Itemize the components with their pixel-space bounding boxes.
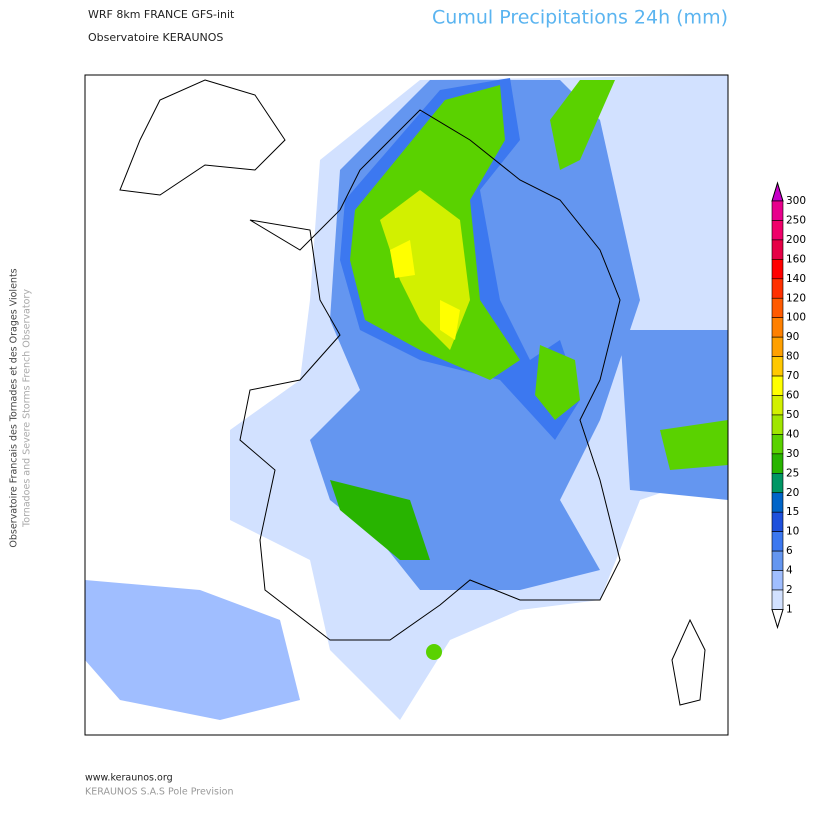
colorbar-label: 6: [786, 545, 793, 557]
colorbar-label: 250: [786, 214, 806, 226]
colorbar-label: 2: [786, 584, 793, 596]
colorbar-swatch: [771, 259, 784, 280]
colorbar-label: 15: [786, 506, 799, 518]
colorbar-swatch: [771, 336, 784, 357]
colorbar-label: 120: [786, 292, 806, 304]
colorbar-label: 1: [786, 603, 793, 615]
colorbar-swatch: [771, 472, 784, 494]
colorbar-label: 80: [786, 351, 799, 363]
map: [84, 74, 729, 736]
colorbar-swatch: [771, 589, 784, 610]
colorbar-swatch: [771, 356, 784, 377]
colorbar-label: 200: [786, 234, 806, 246]
colorbar-label: 90: [786, 331, 799, 343]
colorbar-swatch: [771, 531, 784, 552]
colorbar-swatch: [771, 239, 784, 260]
colorbar-label: 40: [786, 428, 799, 440]
colorbar-label: 50: [786, 409, 799, 421]
colorbar-swatch: [771, 278, 784, 299]
colorbar-swatch: [771, 434, 784, 455]
colorbar-label: 160: [786, 253, 806, 265]
colorbar-label: 20: [786, 487, 799, 499]
colorbar-label: 25: [786, 467, 799, 479]
colorbar-swatch: [771, 550, 784, 571]
colorbar-label: 30: [786, 448, 799, 460]
colorbar-swatch: [771, 453, 784, 474]
colorbar-label: 300: [786, 195, 806, 207]
footer-company: KERAUNOS S.A.S Pole Prevision: [85, 787, 233, 798]
colorbar-label: 70: [786, 370, 799, 382]
side-text: Observatoire Francais des Tornades et de…: [9, 268, 20, 547]
colorbar-label: 100: [786, 312, 806, 324]
colorbar-swatch: [771, 317, 784, 338]
colorbar-swatch: [771, 200, 784, 221]
footer-url: www.keraunos.org: [85, 773, 173, 784]
colorbar-swatch: [771, 220, 784, 241]
colorbar-swatch: [771, 511, 784, 532]
colorbar-label: 10: [786, 526, 799, 538]
side-text: Tornadoes and Severe Storms French Obser…: [22, 289, 33, 528]
source-label: Observatoire KERAUNOS: [88, 31, 223, 44]
colorbar-swatch: [771, 414, 784, 435]
colorbar: 300 250 200 160 140 120 100 90 80 70 60 50 40 30 25 20 1…: [771, 181, 806, 630]
colorbar-over: [771, 181, 784, 202]
map-title: Cumul Precipitations 24h (mm): [432, 7, 728, 29]
colorbar-swatch: [771, 570, 784, 591]
colorbar-label: 140: [786, 273, 806, 285]
colorbar-label: 60: [786, 390, 799, 402]
colorbar-under: [771, 608, 784, 630]
colorbar-swatch: [771, 395, 784, 416]
colorbar-swatch: [771, 492, 784, 513]
colorbar-label: 4: [786, 565, 793, 577]
colorbar-swatch: [771, 297, 784, 319]
colorbar-swatch: [771, 375, 784, 396]
model-label: WRF 8km FRANCE GFS-init: [88, 8, 235, 21]
